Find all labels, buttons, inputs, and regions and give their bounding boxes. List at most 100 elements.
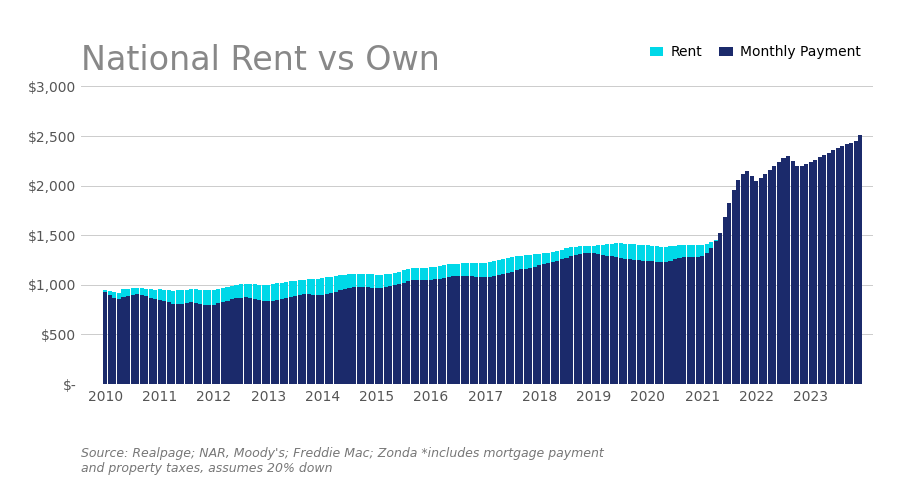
- Bar: [854, 141, 858, 384]
- Bar: [230, 300, 234, 384]
- Bar: [379, 288, 383, 384]
- Bar: [220, 302, 225, 384]
- Bar: [799, 166, 804, 384]
- Bar: [465, 276, 469, 384]
- Bar: [687, 257, 690, 384]
- Bar: [822, 198, 826, 384]
- Bar: [198, 304, 202, 384]
- Bar: [284, 299, 288, 384]
- Bar: [325, 294, 329, 384]
- Bar: [564, 248, 569, 384]
- Bar: [225, 287, 230, 384]
- Bar: [424, 280, 428, 384]
- Bar: [669, 261, 672, 384]
- Bar: [275, 300, 279, 384]
- Bar: [474, 276, 478, 384]
- Bar: [813, 160, 817, 384]
- Bar: [768, 218, 772, 384]
- Bar: [307, 294, 310, 384]
- Bar: [153, 299, 157, 384]
- Bar: [524, 255, 528, 384]
- Bar: [795, 166, 799, 384]
- Bar: [162, 290, 166, 384]
- Bar: [135, 294, 140, 384]
- Bar: [461, 276, 464, 384]
- Bar: [587, 253, 591, 384]
- Bar: [207, 305, 211, 384]
- Bar: [130, 295, 135, 384]
- Bar: [727, 230, 732, 384]
- Bar: [614, 243, 618, 384]
- Bar: [479, 263, 482, 384]
- Bar: [515, 270, 518, 384]
- Bar: [741, 224, 745, 384]
- Bar: [542, 264, 546, 384]
- Bar: [343, 275, 347, 384]
- Bar: [551, 252, 555, 384]
- Bar: [537, 265, 542, 384]
- Bar: [582, 253, 587, 384]
- Bar: [135, 288, 140, 384]
- Bar: [456, 276, 460, 384]
- Bar: [646, 245, 650, 384]
- Bar: [126, 289, 130, 384]
- Bar: [104, 290, 107, 384]
- Bar: [334, 276, 338, 384]
- Bar: [379, 275, 383, 384]
- Bar: [117, 299, 121, 384]
- Bar: [732, 227, 736, 384]
- Bar: [727, 204, 732, 384]
- Bar: [248, 298, 252, 384]
- Bar: [587, 246, 591, 384]
- Bar: [275, 283, 279, 384]
- Bar: [470, 263, 473, 384]
- Bar: [112, 292, 116, 384]
- Bar: [239, 284, 243, 384]
- Bar: [456, 264, 460, 384]
- Bar: [655, 262, 659, 384]
- Bar: [406, 281, 410, 384]
- Bar: [691, 257, 695, 384]
- Bar: [781, 158, 786, 384]
- Bar: [745, 171, 750, 384]
- Bar: [510, 257, 514, 384]
- Bar: [633, 244, 636, 384]
- Bar: [320, 295, 324, 384]
- Bar: [564, 258, 569, 384]
- Bar: [488, 263, 491, 384]
- Bar: [623, 259, 627, 384]
- Bar: [429, 280, 433, 384]
- Bar: [280, 300, 284, 384]
- Bar: [352, 287, 356, 384]
- Bar: [293, 281, 297, 384]
- Bar: [284, 282, 288, 384]
- Bar: [361, 287, 365, 384]
- Bar: [126, 296, 130, 384]
- Bar: [664, 262, 668, 384]
- Bar: [434, 267, 437, 384]
- Bar: [763, 174, 768, 384]
- Bar: [718, 233, 722, 384]
- Bar: [859, 135, 862, 384]
- Bar: [754, 223, 759, 384]
- Bar: [347, 275, 352, 384]
- Bar: [569, 256, 573, 384]
- Bar: [573, 255, 578, 384]
- Bar: [262, 301, 266, 384]
- Bar: [225, 301, 230, 384]
- Bar: [799, 202, 804, 384]
- Bar: [642, 261, 645, 384]
- Bar: [365, 274, 370, 384]
- Bar: [506, 273, 509, 384]
- Bar: [515, 256, 518, 384]
- Bar: [452, 276, 455, 384]
- Bar: [465, 263, 469, 384]
- Bar: [343, 289, 347, 384]
- Bar: [198, 290, 202, 384]
- Bar: [311, 279, 315, 384]
- Bar: [859, 190, 862, 384]
- Bar: [166, 290, 171, 384]
- Bar: [452, 264, 455, 384]
- Bar: [759, 178, 763, 384]
- Bar: [637, 245, 641, 384]
